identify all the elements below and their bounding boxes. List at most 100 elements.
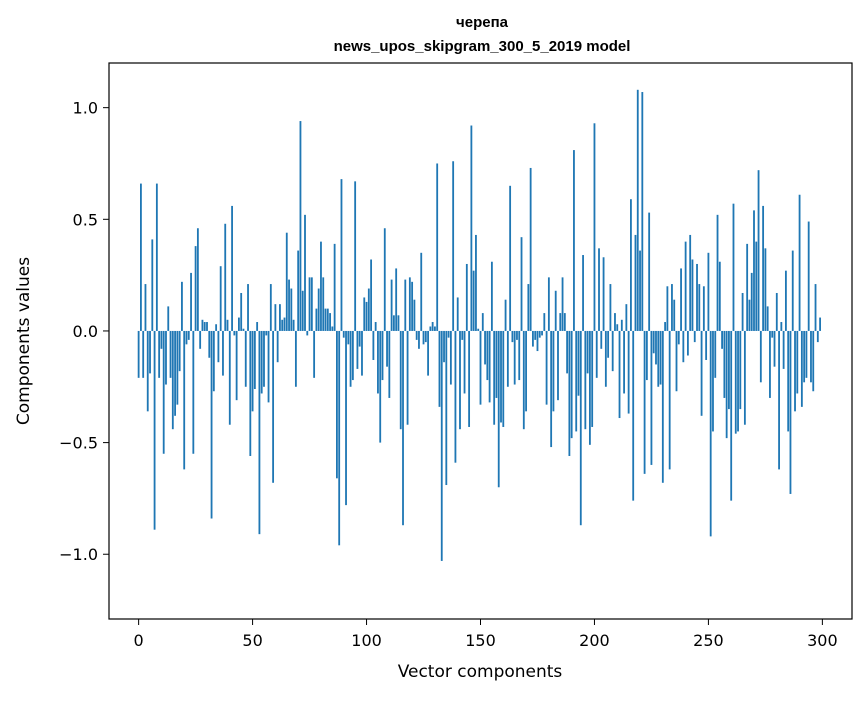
bar — [176, 330, 179, 405]
bar — [183, 330, 186, 470]
bar — [707, 252, 710, 331]
bar — [247, 284, 249, 331]
bar — [228, 330, 231, 425]
bar — [554, 290, 557, 331]
bar — [490, 261, 493, 331]
bar — [304, 214, 306, 331]
bar — [604, 330, 607, 387]
bar — [541, 330, 543, 336]
bar — [322, 277, 325, 331]
bar — [552, 330, 555, 412]
bar — [723, 330, 726, 398]
bar — [812, 330, 815, 392]
bar — [586, 330, 589, 374]
bar — [516, 330, 518, 340]
bar — [276, 330, 279, 363]
bar — [689, 234, 692, 331]
bar — [691, 259, 694, 331]
bar — [787, 330, 790, 432]
bar — [730, 330, 733, 501]
bar — [775, 292, 778, 331]
bar — [235, 330, 238, 401]
bar — [657, 330, 660, 387]
bar — [240, 292, 243, 331]
y-axis-label: Components values — [14, 257, 34, 425]
bar — [226, 319, 229, 331]
bar — [424, 330, 427, 343]
bar — [452, 161, 455, 331]
bar — [317, 288, 320, 331]
chart-title: черепа — [456, 14, 509, 31]
bar — [650, 330, 653, 465]
bar — [630, 199, 632, 331]
bar — [675, 330, 678, 392]
bar — [682, 330, 685, 363]
bar — [265, 330, 268, 336]
bar — [345, 330, 347, 506]
bar — [652, 330, 655, 354]
bar — [210, 330, 213, 519]
bar — [734, 330, 737, 434]
bar — [301, 290, 304, 331]
bar — [249, 330, 252, 456]
bar — [308, 277, 311, 331]
bar — [764, 248, 767, 331]
bar — [413, 299, 416, 331]
bar — [484, 330, 486, 365]
bar — [721, 330, 723, 349]
bar — [215, 324, 218, 331]
x-tick-label: 50 — [242, 631, 262, 650]
bar — [192, 330, 195, 454]
bar — [324, 308, 327, 331]
bar — [267, 330, 270, 403]
bar — [299, 121, 302, 331]
bar — [782, 330, 785, 369]
bar — [392, 315, 395, 331]
bar — [178, 330, 181, 372]
bar — [326, 308, 329, 331]
bar — [497, 330, 500, 488]
bar — [534, 330, 537, 340]
bar — [773, 330, 776, 367]
bar — [771, 330, 774, 338]
bar — [367, 288, 370, 331]
bar — [404, 279, 407, 331]
bar — [609, 284, 612, 331]
x-tick-label: 200 — [579, 631, 610, 650]
bar — [579, 330, 582, 526]
bar — [627, 330, 630, 414]
bar — [529, 167, 532, 331]
bar — [632, 330, 635, 501]
bar — [199, 330, 202, 349]
bar — [174, 330, 176, 416]
bar — [796, 330, 799, 394]
bar — [397, 315, 400, 331]
bar — [577, 330, 580, 396]
bar — [251, 330, 254, 412]
bar — [440, 330, 443, 561]
bar — [500, 330, 502, 423]
bar — [545, 330, 548, 405]
bar — [142, 330, 145, 378]
bar — [623, 330, 625, 394]
bar — [527, 284, 530, 331]
bar — [260, 330, 263, 394]
y-tick-label: 1.0 — [73, 99, 98, 118]
bar — [504, 299, 507, 331]
bar — [557, 330, 559, 401]
bar — [794, 330, 796, 412]
y-tick-label: 0.0 — [73, 322, 98, 341]
bar — [639, 250, 641, 331]
bar — [716, 214, 719, 331]
bar — [361, 330, 363, 376]
bar — [800, 330, 803, 407]
bar — [224, 223, 227, 331]
bar — [356, 330, 359, 369]
bar — [616, 324, 619, 331]
bar — [593, 123, 596, 331]
bar — [525, 330, 527, 412]
bar — [725, 330, 728, 439]
bar — [354, 181, 357, 331]
bar — [222, 330, 224, 376]
